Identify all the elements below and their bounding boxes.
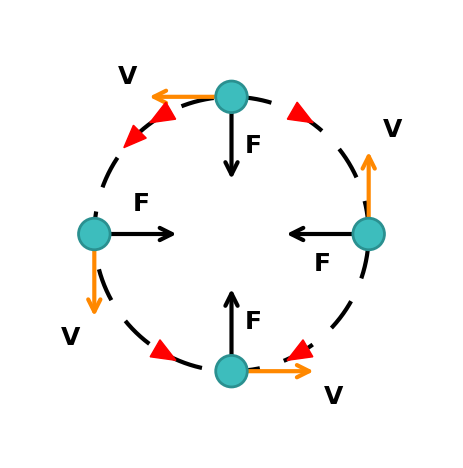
Polygon shape xyxy=(150,102,175,123)
Circle shape xyxy=(79,218,110,250)
Text: V: V xyxy=(118,65,137,88)
Polygon shape xyxy=(287,340,313,360)
Polygon shape xyxy=(150,340,176,360)
Polygon shape xyxy=(124,125,146,148)
Polygon shape xyxy=(288,102,313,123)
Circle shape xyxy=(216,81,247,113)
Text: V: V xyxy=(61,326,81,350)
Text: V: V xyxy=(324,385,343,409)
Text: V: V xyxy=(382,118,402,142)
Circle shape xyxy=(353,218,384,250)
Text: F: F xyxy=(313,252,331,276)
Circle shape xyxy=(216,355,247,387)
Text: F: F xyxy=(245,310,262,334)
Text: F: F xyxy=(132,192,150,216)
Text: F: F xyxy=(245,134,262,158)
